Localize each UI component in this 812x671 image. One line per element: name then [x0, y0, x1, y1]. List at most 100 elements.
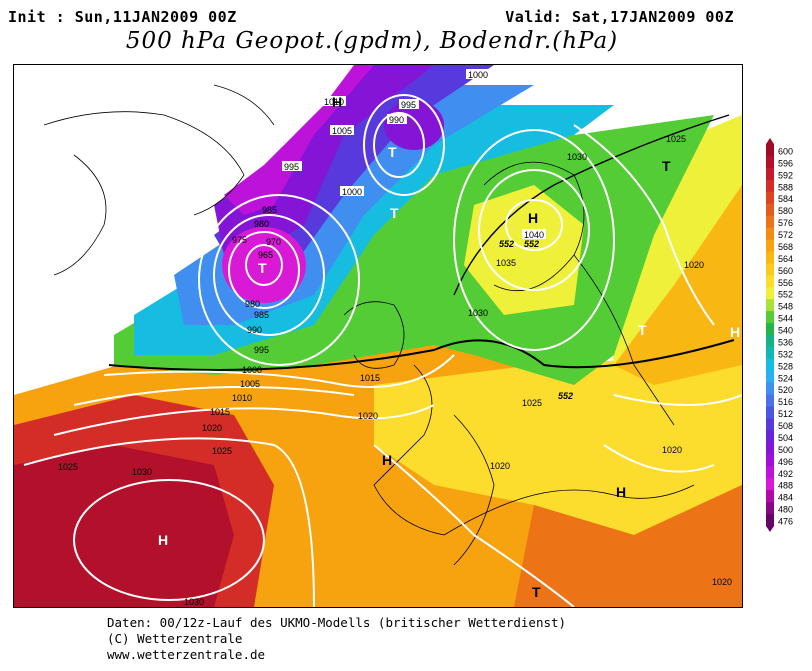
- legend-label: 500: [778, 445, 793, 455]
- isobar-label: 995: [399, 99, 419, 110]
- legend-swatch: [766, 299, 774, 312]
- legend-swatch: [766, 263, 774, 276]
- legend-swatch: [766, 215, 774, 229]
- legend-swatch: [766, 191, 774, 205]
- svg-text:1020: 1020: [202, 423, 222, 433]
- front-line: [453, 114, 730, 296]
- high-center: H: [730, 324, 740, 340]
- svg-text:1010: 1010: [324, 97, 344, 107]
- footer-data-source: Daten: 00/12z-Lauf des UKMO-Modells (bri…: [107, 615, 567, 630]
- svg-text:1020: 1020: [684, 260, 704, 270]
- isobar-label: 1020: [712, 577, 732, 587]
- legend-label: 520: [778, 385, 793, 395]
- legend-label: 516: [778, 397, 793, 407]
- low-center: T: [638, 322, 647, 338]
- footer-website[interactable]: www.wetterzentrale.de: [107, 647, 266, 662]
- legend-bar: 600 596 592 588 584 580 576 572 568 564 560 556 552 5…: [766, 138, 793, 532]
- height-label: 552: [499, 239, 514, 249]
- legend-label: 556: [778, 278, 793, 288]
- map-title: 500 hPa Geopot.(gpdm), Bodendr.(hPa): [125, 28, 619, 54]
- pressure-centers: T T T T T T H H H H H H: [158, 94, 740, 600]
- legend-swatch: [766, 478, 774, 491]
- legend-swatch: [766, 179, 774, 193]
- legend-label: 496: [778, 457, 793, 467]
- legend-label: 600: [778, 146, 793, 156]
- isobar-label: 990: [247, 325, 262, 335]
- map-canvas: 1000 1010 995 990 1005 1000 995 985 980 …: [14, 65, 742, 607]
- svg-text:1010: 1010: [232, 393, 252, 403]
- svg-text:1000: 1000: [242, 365, 262, 375]
- legend-swatch: [766, 358, 774, 372]
- legend-swatch: [766, 227, 774, 240]
- legend-swatch: [766, 251, 774, 264]
- legend-swatch: [766, 287, 774, 300]
- low-center: T: [532, 584, 541, 600]
- legend-label: 504: [778, 433, 793, 443]
- low-center: T: [388, 144, 397, 160]
- svg-text:1000: 1000: [468, 70, 488, 80]
- svg-text:1025: 1025: [58, 462, 78, 472]
- svg-text:1035: 1035: [496, 258, 516, 268]
- legend-swatch: [766, 382, 774, 396]
- low-center: T: [390, 205, 399, 221]
- legend-swatch: [766, 418, 774, 431]
- isobar-label: 1025: [522, 398, 542, 408]
- svg-text:1040: 1040: [524, 230, 544, 240]
- svg-text:970: 970: [266, 237, 281, 247]
- svg-text:1020: 1020: [712, 577, 732, 587]
- geopotential-fields: [14, 65, 742, 607]
- svg-text:985: 985: [254, 310, 269, 320]
- high-center: H: [332, 94, 342, 110]
- legend-label: 488: [778, 481, 793, 491]
- weather-map: 1000 1010 995 990 1005 1000 995 985 980 …: [13, 64, 743, 608]
- isobar-label: 1020: [358, 411, 378, 421]
- isobar-label: 980: [245, 299, 260, 309]
- legend-label: 552: [778, 290, 793, 300]
- svg-text:990: 990: [247, 325, 262, 335]
- legend-cap-bottom: [766, 526, 774, 532]
- legend-label: 492: [778, 469, 793, 479]
- isobar-label: 970: [266, 237, 281, 247]
- isobar-label: 1030: [567, 152, 587, 162]
- legend-swatch: [766, 155, 774, 169]
- legend-label: 540: [778, 326, 793, 336]
- svg-text:1020: 1020: [662, 445, 682, 455]
- isobar-label: 1030: [184, 597, 204, 607]
- legend-label: 572: [778, 230, 793, 240]
- legend-swatch: [766, 275, 774, 288]
- isobar-label: 1020: [662, 445, 682, 455]
- isobar-label: 1035: [496, 258, 516, 268]
- legend-label: 528: [778, 361, 793, 371]
- svg-text:1000: 1000: [342, 187, 362, 197]
- legend-swatch: [766, 454, 774, 467]
- isobar-label: 1010: [232, 393, 252, 403]
- isobar-label: 1020: [490, 461, 510, 471]
- isobar-label: 1025: [212, 446, 232, 456]
- isobar-label: 995: [282, 161, 302, 172]
- svg-text:1025: 1025: [666, 134, 686, 144]
- isobar-label: 1015: [360, 373, 380, 383]
- svg-text:1025: 1025: [212, 446, 232, 456]
- height-labels: 552 552 552: [499, 239, 573, 401]
- legend-swatch: [766, 430, 774, 443]
- svg-text:1030: 1030: [567, 152, 587, 162]
- svg-text:1030: 1030: [132, 467, 152, 477]
- legend-label: 596: [778, 158, 793, 168]
- svg-text:985: 985: [262, 205, 277, 215]
- isobar-label: 1020: [202, 423, 222, 433]
- svg-text:975: 975: [232, 235, 247, 245]
- legend-label: 544: [778, 314, 793, 324]
- legend-label: 536: [778, 337, 793, 347]
- svg-text:1015: 1015: [360, 373, 380, 383]
- svg-text:980: 980: [254, 219, 269, 229]
- legend-cap-top: [766, 138, 774, 144]
- svg-text:1005: 1005: [332, 126, 352, 136]
- legend-label: 580: [778, 206, 793, 216]
- svg-text:1030: 1030: [184, 597, 204, 607]
- svg-text:1030: 1030: [468, 308, 488, 318]
- svg-text:980: 980: [245, 299, 260, 309]
- low-center: T: [258, 260, 267, 276]
- legend-label: 476: [778, 517, 793, 527]
- svg-text:995: 995: [254, 345, 269, 355]
- isobar-label: 995: [254, 345, 269, 355]
